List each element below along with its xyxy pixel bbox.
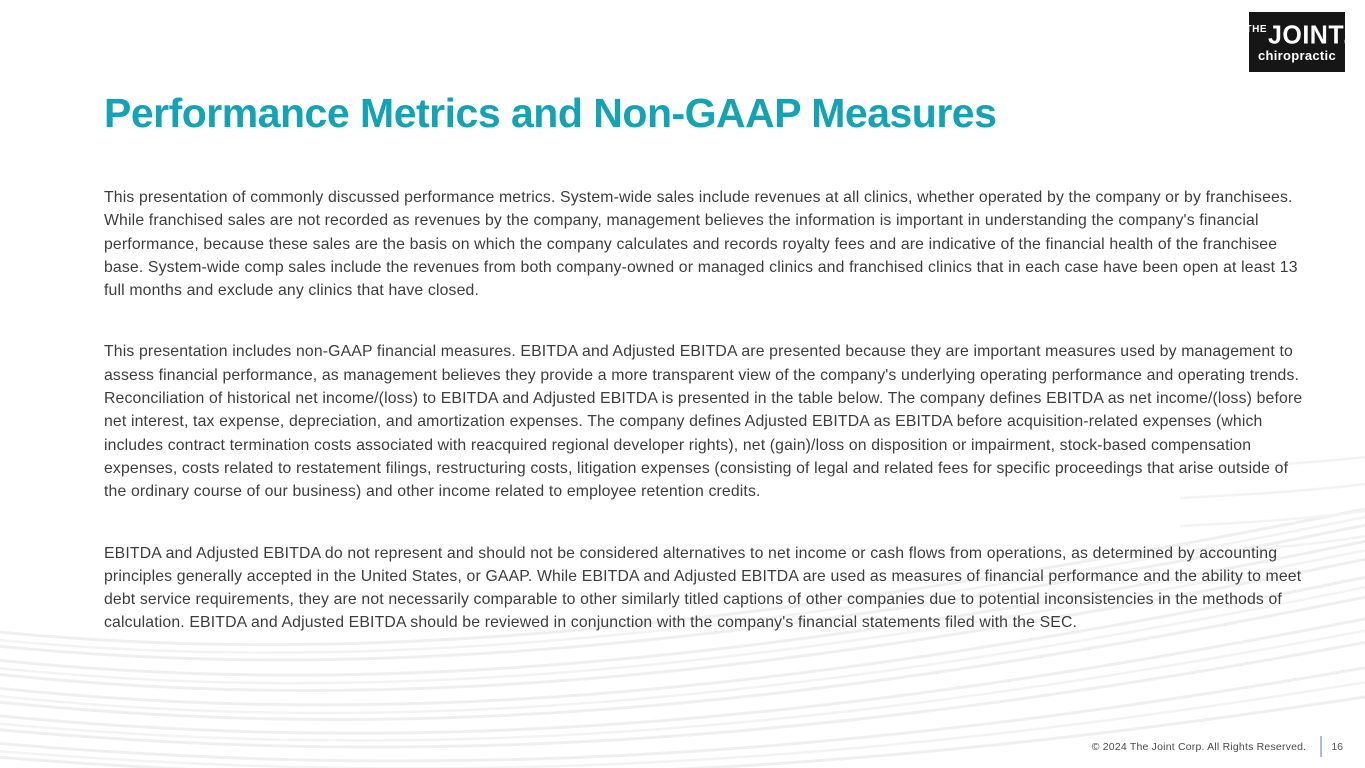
footer: © 2024 The Joint Corp. All Rights Reserv… bbox=[1092, 736, 1343, 757]
company-logo: THE JOINT ® chiropractic bbox=[1245, 12, 1349, 72]
logo-the-text: THE bbox=[1245, 23, 1267, 35]
body-paragraph-2: This presentation includes non-GAAP fina… bbox=[104, 343, 1303, 501]
logo-wordmark: THE JOINT ® bbox=[1245, 22, 1348, 48]
body-paragraph-3: EBITDA and Adjusted EBITDA do not repres… bbox=[104, 544, 1302, 632]
body-text: This presentation of commonly discussed … bbox=[104, 186, 1312, 673]
registered-trademark-icon: ® bbox=[1344, 39, 1349, 46]
page-number: 16 bbox=[1331, 740, 1343, 753]
page-title: Performance Metrics and Non-GAAP Measure… bbox=[104, 90, 997, 136]
logo-chiropractic-text: chiropractic bbox=[1257, 47, 1336, 63]
footer-divider bbox=[1320, 736, 1323, 757]
logo-joint-text: JOINT bbox=[1267, 20, 1345, 50]
body-paragraph-1: This presentation of commonly discussed … bbox=[104, 189, 1298, 300]
copyright-text: © 2024 The Joint Corp. All Rights Reserv… bbox=[1091, 740, 1307, 753]
